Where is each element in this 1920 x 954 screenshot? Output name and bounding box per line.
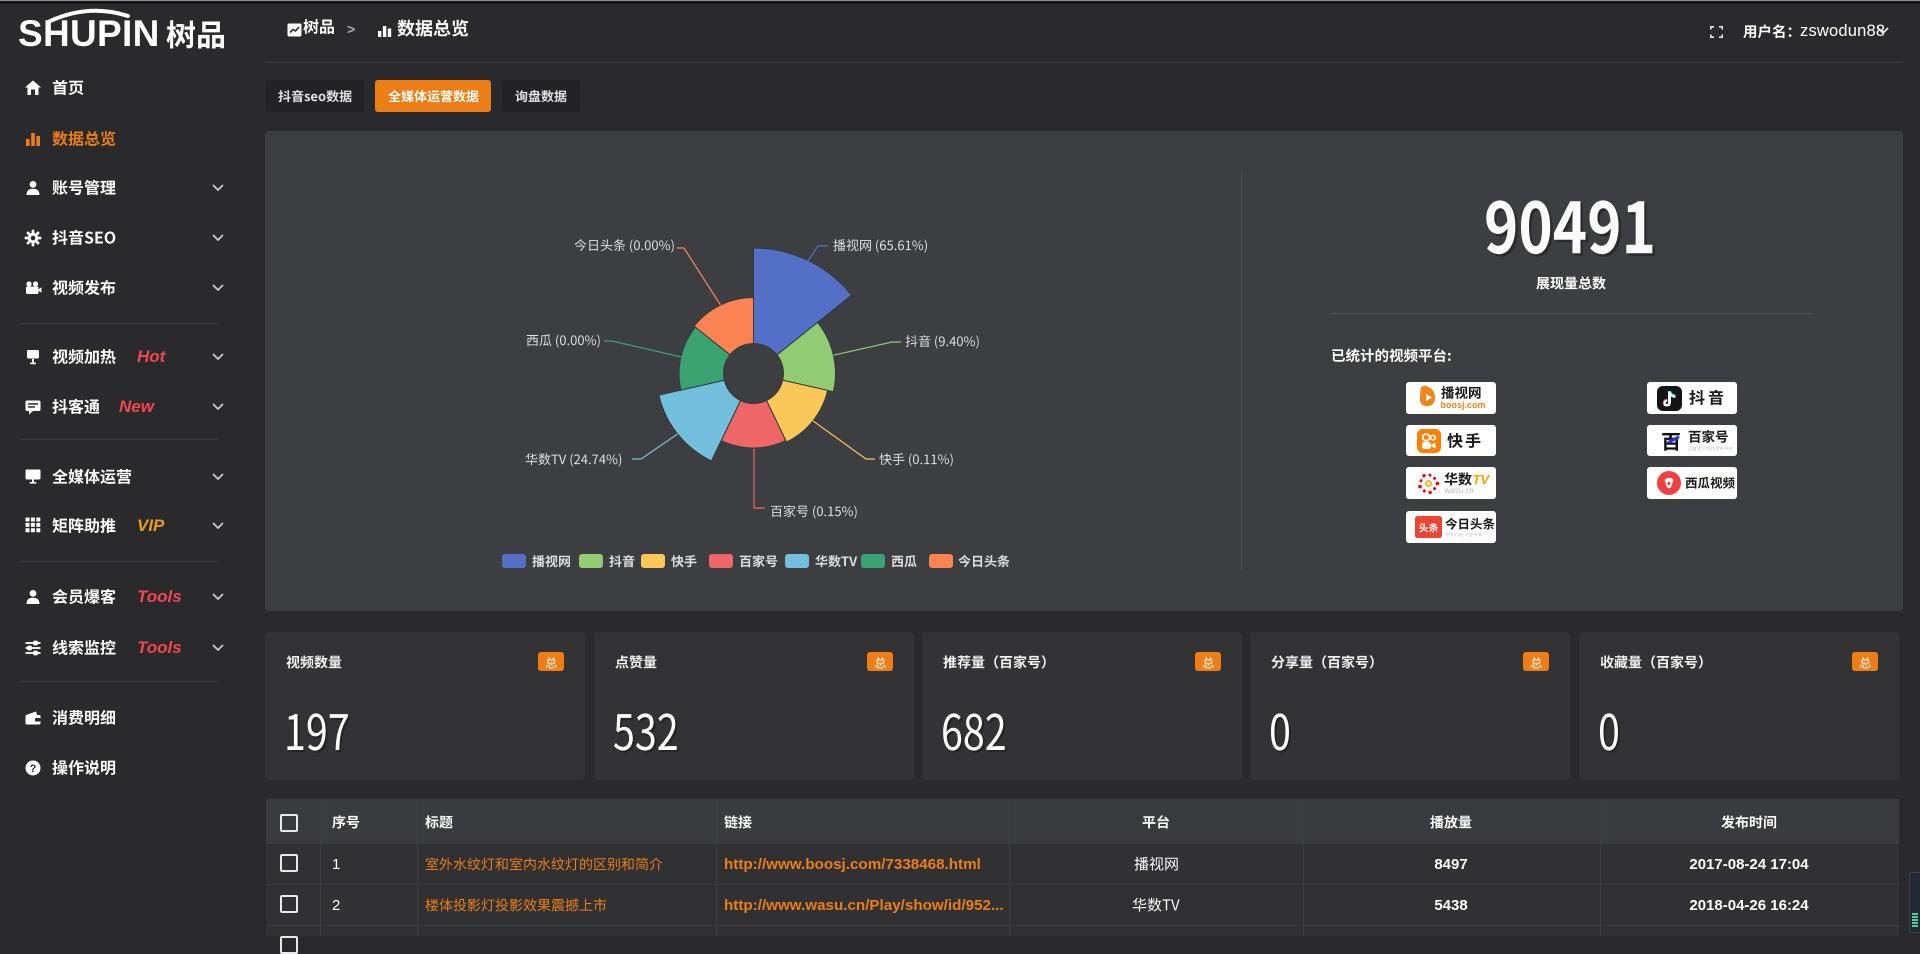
svg-text:?: ? [30, 763, 37, 775]
